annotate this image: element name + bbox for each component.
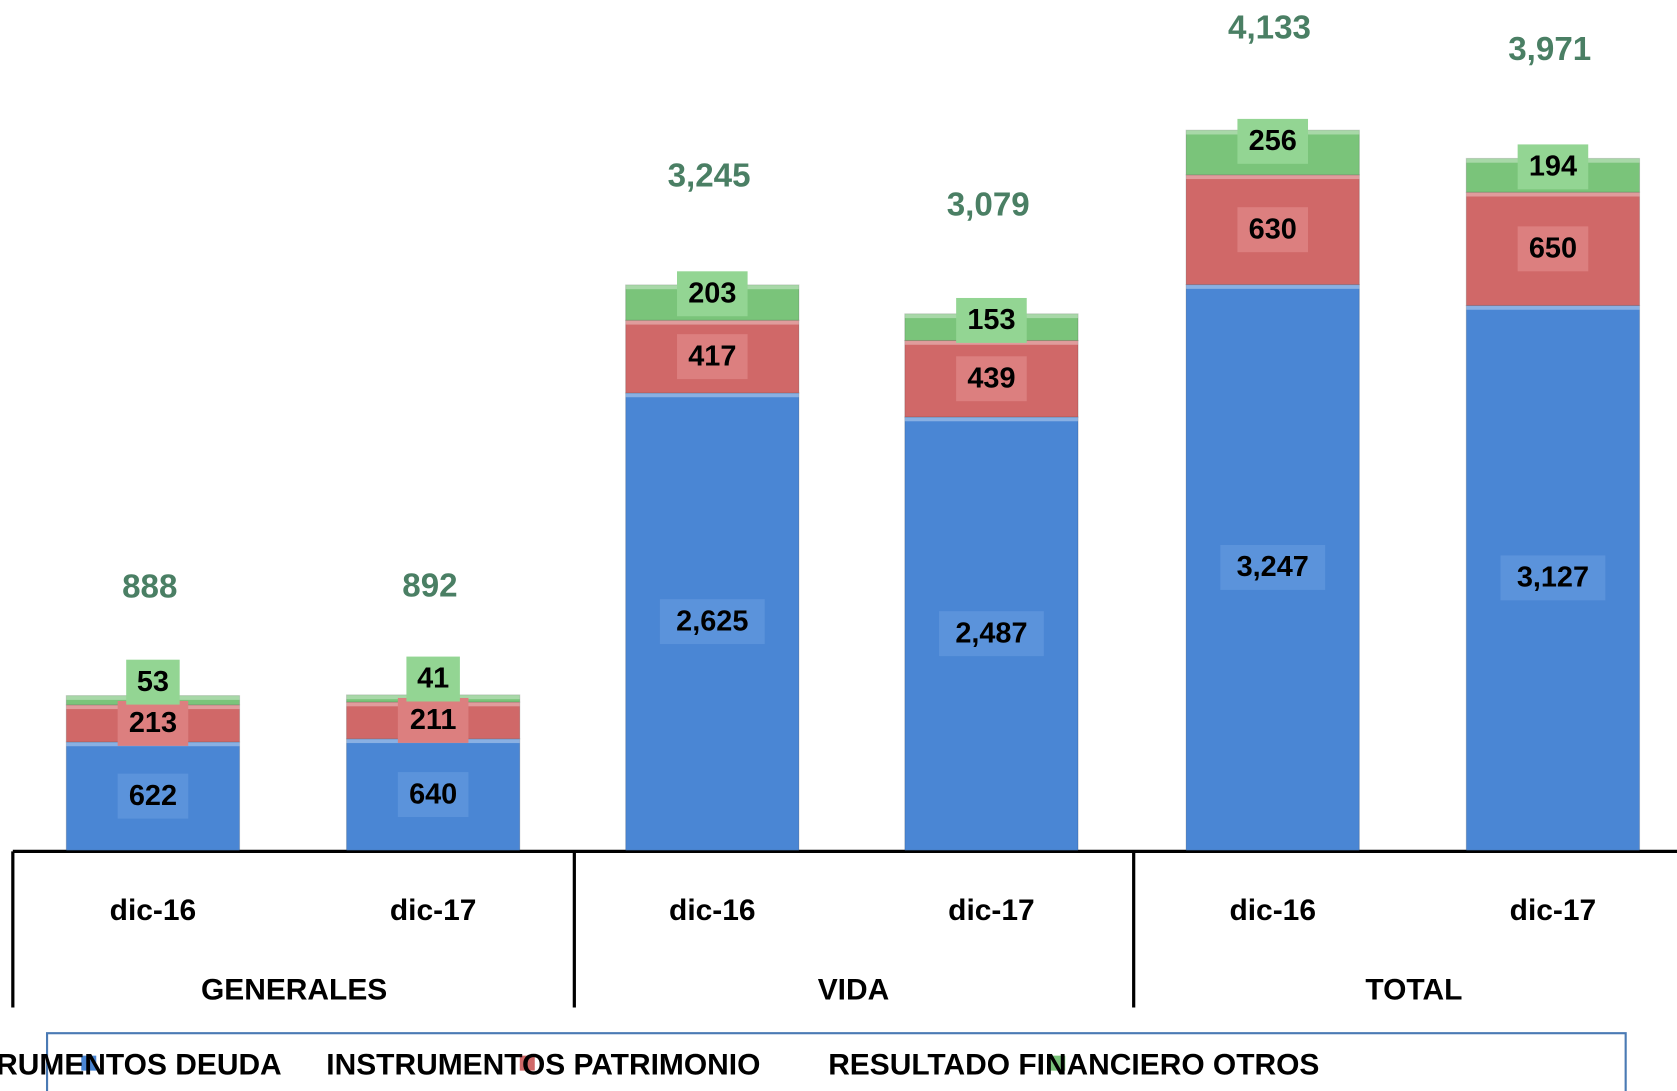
data-label-box xyxy=(1500,555,1606,601)
total-label: 3,079 xyxy=(947,187,1030,224)
bar-highlight xyxy=(1466,305,1640,310)
data-label: 53 xyxy=(137,666,169,698)
data-label-box xyxy=(406,656,460,702)
group-label: GENERALES xyxy=(201,973,387,1006)
x-tick-label: dic-16 xyxy=(110,894,197,927)
total-label: 888 xyxy=(122,568,177,605)
data-label: 41 xyxy=(417,663,449,695)
data-label-box xyxy=(956,356,1027,402)
bar-highlight xyxy=(1186,174,1360,180)
data-label: 3,127 xyxy=(1517,562,1589,594)
data-label: 2,625 xyxy=(676,605,748,637)
axis-frame xyxy=(11,849,1677,1091)
legend-swatch xyxy=(519,1055,535,1071)
x-tick-label: dic-16 xyxy=(1229,894,1316,927)
bar-highlight xyxy=(1466,192,1640,197)
data-label-box xyxy=(956,297,1027,343)
data-label: 2,487 xyxy=(955,617,1027,649)
data-label: 213 xyxy=(129,707,177,739)
legend-box xyxy=(45,1032,1627,1091)
bar-highlight xyxy=(904,416,1079,422)
group-label: TOTAL xyxy=(1365,973,1462,1006)
legend-swatch xyxy=(1050,1055,1066,1071)
data-label-box xyxy=(939,611,1044,657)
x-tick-label: dic-16 xyxy=(669,894,756,927)
data-label-box xyxy=(1517,226,1589,272)
data-label-box xyxy=(117,773,189,819)
data-label-box xyxy=(126,659,180,705)
total-label: 3,971 xyxy=(1508,31,1591,68)
data-label: 3,247 xyxy=(1237,551,1309,583)
data-label: 256 xyxy=(1249,125,1297,157)
data-label: 439 xyxy=(967,362,1015,394)
data-label-box xyxy=(1517,144,1589,190)
legend-label: RESULTADO FINANCIERO OTROS xyxy=(828,1048,1319,1081)
data-label-box xyxy=(1237,207,1309,253)
data-label-box xyxy=(677,334,748,380)
data-label-box xyxy=(1237,118,1309,164)
group-label: VIDA xyxy=(818,973,890,1006)
data-label: 630 xyxy=(1249,213,1297,245)
bar-highlight xyxy=(625,320,799,325)
legend-label: INSTRUMENTOS PATRIMONIO xyxy=(326,1048,760,1081)
x-tick-label: dic-17 xyxy=(948,894,1035,927)
bar-highlight xyxy=(625,392,799,398)
data-label: 417 xyxy=(688,340,736,372)
legend-label: INSTRUMENTOS DEUDA xyxy=(0,1048,282,1081)
total-label: 892 xyxy=(402,568,457,605)
data-label-box xyxy=(117,700,189,746)
x-tick-label: dic-17 xyxy=(1510,894,1597,927)
data-label-box xyxy=(397,697,469,743)
x-tick-label: dic-17 xyxy=(390,894,477,927)
data-label: 622 xyxy=(129,780,177,812)
data-label: 203 xyxy=(688,277,736,309)
bar-highlight xyxy=(1186,284,1360,289)
legend-swatch xyxy=(81,1055,97,1071)
data-label-box xyxy=(397,772,469,818)
data-label-box xyxy=(677,271,748,317)
total-label: 3,245 xyxy=(668,158,751,195)
data-label-box xyxy=(659,599,765,645)
data-label: 194 xyxy=(1529,151,1577,183)
data-label: 153 xyxy=(967,304,1015,336)
data-label: 640 xyxy=(409,778,457,810)
total-label: 4,133 xyxy=(1228,10,1311,47)
data-label: 650 xyxy=(1529,233,1577,265)
data-label: 211 xyxy=(410,704,457,736)
data-label-box xyxy=(1220,544,1326,590)
